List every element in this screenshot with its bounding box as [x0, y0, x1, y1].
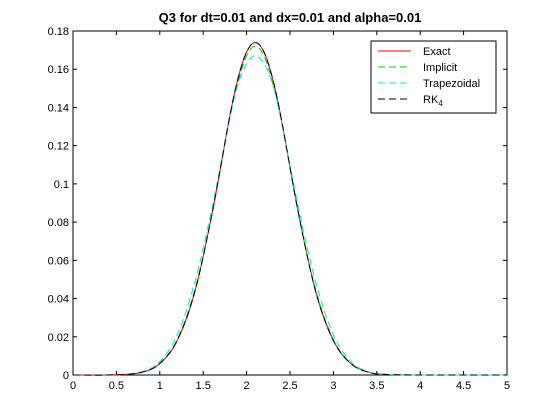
- series-line-rk: [72, 41, 507, 376]
- legend-label-subscript: 4: [438, 99, 443, 108]
- legend-label: Trapezoidal: [423, 78, 480, 90]
- y-tick-label: 0.08: [48, 217, 69, 229]
- x-tick-label: 4: [417, 380, 423, 392]
- x-tick-label: 2.5: [282, 380, 297, 392]
- y-tick-label: 0.18: [48, 26, 69, 38]
- series-line-trapezoidal: [72, 55, 507, 376]
- legend-label: Implicit: [423, 62, 457, 74]
- x-tick-label: 3: [330, 380, 336, 392]
- x-tick-label: 2: [244, 380, 250, 392]
- y-tick-label: 0.14: [48, 102, 69, 114]
- x-tick-label: 0: [70, 380, 76, 392]
- x-tick-label: 0.5: [109, 380, 124, 392]
- x-tick-label: 5: [504, 380, 510, 392]
- legend-label: Exact: [423, 46, 451, 58]
- x-tick-label: 1.5: [196, 380, 211, 392]
- axis-ticks: 0 0.5 1 1.5 2 2.5 3 3.5 4 4.5 5 0 0.02 0.04 0.06 0.08 0.…: [48, 26, 510, 392]
- legend: Exact Implicit Trapezoidal RK4: [370, 40, 497, 114]
- y-tick-label: 0.12: [48, 141, 69, 153]
- y-tick-label: 0.02: [48, 332, 69, 344]
- legend-label: RK4: [423, 94, 443, 108]
- legend-box: [370, 40, 497, 114]
- x-tick-label: 4.5: [456, 380, 471, 392]
- y-tick-label: 0.16: [48, 64, 69, 76]
- chart-title: Q3 for dt=0.01 and dx=0.01 and alpha=0.0…: [159, 10, 422, 25]
- x-tick-label: 1: [157, 380, 163, 392]
- y-tick-label: 0: [63, 370, 69, 382]
- series-layer: [72, 41, 507, 376]
- y-tick-label: 0.1: [54, 179, 69, 191]
- y-tick-label: 0.04: [48, 294, 69, 306]
- y-tick-label: 0.06: [48, 255, 69, 267]
- x-tick-label: 3.5: [369, 380, 384, 392]
